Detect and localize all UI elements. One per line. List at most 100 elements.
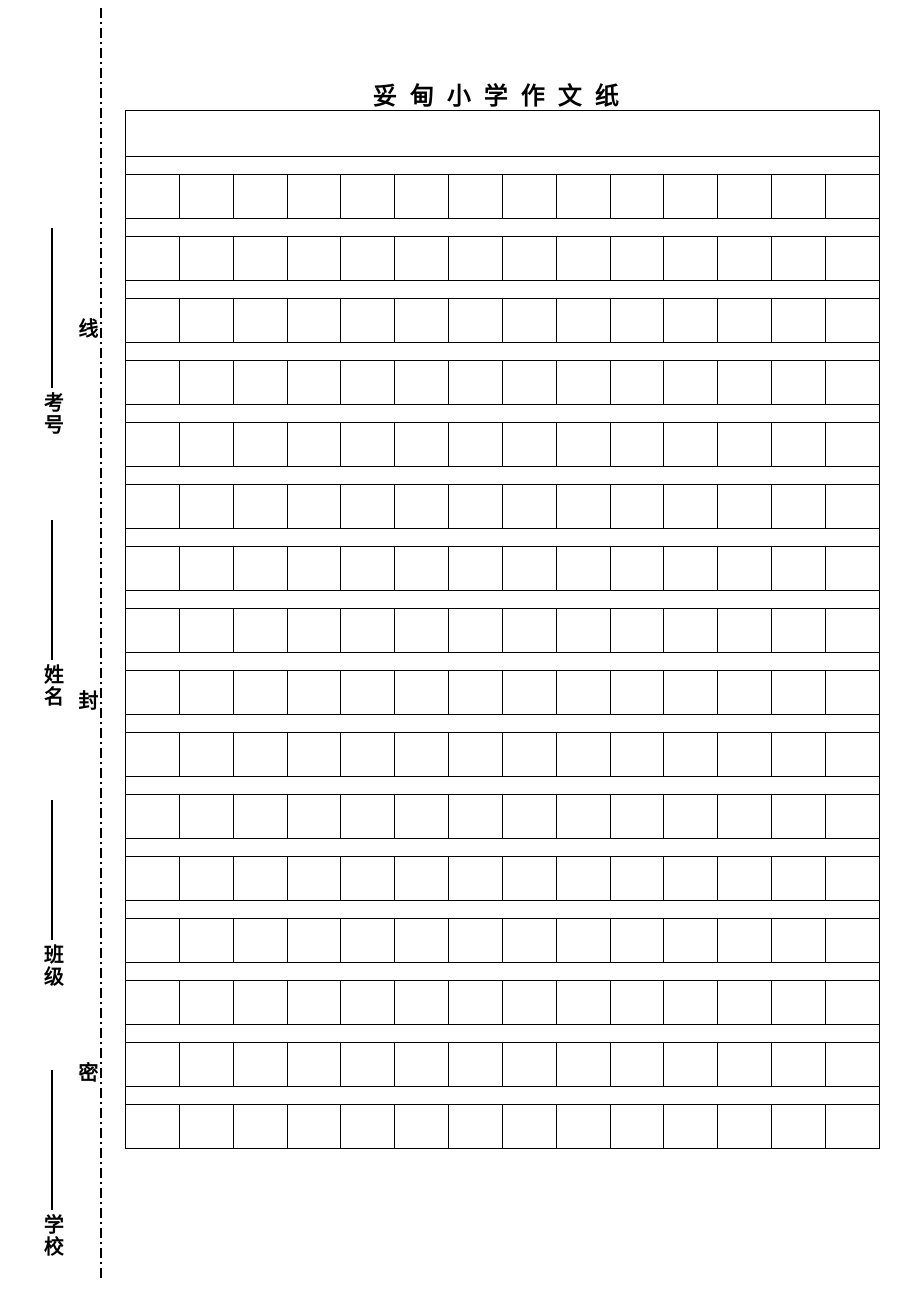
writing-cell <box>233 1105 287 1149</box>
writing-cell <box>502 1105 556 1149</box>
field-line <box>51 800 53 940</box>
writing-cell <box>556 175 610 219</box>
writing-cell <box>233 609 287 653</box>
writing-cell <box>610 919 664 963</box>
writing-cell <box>610 981 664 1025</box>
writing-cell <box>825 547 879 591</box>
writing-cell <box>287 795 341 839</box>
writing-cell <box>610 733 664 777</box>
writing-cell <box>556 733 610 777</box>
writing-cell <box>233 423 287 467</box>
gap-cell <box>126 219 880 237</box>
writing-cell <box>179 671 233 715</box>
writing-cell <box>718 609 772 653</box>
writing-cell <box>502 733 556 777</box>
writing-cell <box>179 733 233 777</box>
writing-cell <box>610 547 664 591</box>
writing-cell <box>556 1043 610 1087</box>
writing-cell <box>664 795 718 839</box>
writing-cell <box>233 733 287 777</box>
writing-cell <box>502 547 556 591</box>
writing-cell <box>449 485 503 529</box>
writing-cell <box>395 423 449 467</box>
field-group-kaohao: 考号 <box>22 228 82 440</box>
writing-cell <box>772 361 826 405</box>
writing-cell <box>449 857 503 901</box>
writing-cell <box>233 299 287 343</box>
writing-cell <box>502 299 556 343</box>
writing-cell <box>179 1043 233 1087</box>
writing-cell <box>341 237 395 281</box>
writing-cell <box>341 175 395 219</box>
field-group-xingming: 姓名 <box>22 520 82 712</box>
field-group-xuexiao: 学校 <box>22 1070 82 1262</box>
writing-cell <box>718 299 772 343</box>
writing-cell <box>179 919 233 963</box>
writing-cell <box>287 485 341 529</box>
writing-cell <box>395 671 449 715</box>
writing-cell <box>664 237 718 281</box>
writing-cell <box>449 547 503 591</box>
writing-cell <box>610 671 664 715</box>
writing-cell <box>287 671 341 715</box>
writing-cell <box>287 919 341 963</box>
field-label-xuexiao: 学校 <box>38 1214 67 1258</box>
writing-cell <box>126 485 180 529</box>
writing-cell <box>556 795 610 839</box>
writing-cell <box>341 299 395 343</box>
writing-cell <box>556 299 610 343</box>
field-line <box>51 228 53 388</box>
writing-cell <box>395 609 449 653</box>
writing-cell <box>772 547 826 591</box>
gap-cell <box>126 777 880 795</box>
writing-cell <box>825 857 879 901</box>
writing-cell <box>126 671 180 715</box>
writing-cell <box>287 547 341 591</box>
writing-cell <box>556 361 610 405</box>
writing-cell <box>825 423 879 467</box>
writing-cell <box>772 671 826 715</box>
writing-cell <box>610 299 664 343</box>
writing-cell <box>287 1043 341 1087</box>
writing-cell <box>718 981 772 1025</box>
writing-cell <box>718 857 772 901</box>
writing-cell <box>287 299 341 343</box>
writing-cell <box>233 919 287 963</box>
field-label-kaohao: 考号 <box>38 392 67 436</box>
writing-cell <box>718 919 772 963</box>
writing-cell <box>718 795 772 839</box>
gap-cell <box>126 901 880 919</box>
writing-cell <box>502 423 556 467</box>
writing-cell <box>502 175 556 219</box>
writing-cell <box>287 981 341 1025</box>
writing-cell <box>825 609 879 653</box>
gap-cell <box>126 281 880 299</box>
writing-cell <box>341 361 395 405</box>
writing-cell <box>179 547 233 591</box>
writing-cell <box>825 361 879 405</box>
writing-cell <box>664 1105 718 1149</box>
writing-cell <box>449 423 503 467</box>
writing-cell <box>395 733 449 777</box>
writing-cell <box>395 857 449 901</box>
writing-cell <box>556 237 610 281</box>
writing-cell <box>664 175 718 219</box>
writing-cell <box>556 919 610 963</box>
writing-cell <box>179 237 233 281</box>
writing-cell <box>287 361 341 405</box>
writing-grid <box>125 110 880 1149</box>
writing-cell <box>664 671 718 715</box>
writing-cell <box>233 795 287 839</box>
writing-cell <box>233 547 287 591</box>
writing-cell <box>502 609 556 653</box>
gap-cell <box>126 653 880 671</box>
writing-cell <box>502 857 556 901</box>
writing-cell <box>179 423 233 467</box>
writing-cell <box>502 1043 556 1087</box>
writing-cell <box>502 919 556 963</box>
writing-cell <box>664 981 718 1025</box>
writing-cell <box>610 237 664 281</box>
writing-cell <box>341 547 395 591</box>
field-line <box>51 1070 53 1210</box>
writing-cell <box>825 1105 879 1149</box>
